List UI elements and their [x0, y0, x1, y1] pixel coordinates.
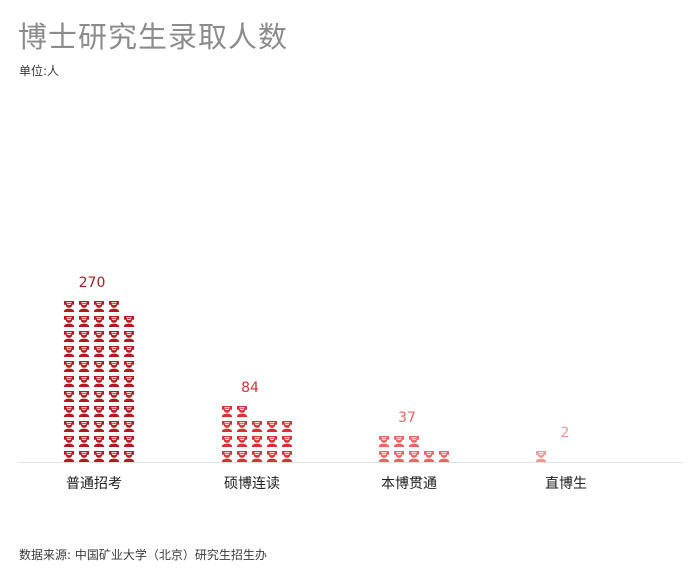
student-icon	[63, 450, 75, 462]
student-icon	[93, 390, 105, 402]
student-icon	[123, 435, 135, 447]
student-icon	[378, 435, 390, 447]
student-icon	[108, 450, 120, 462]
unit-label: 单位:人	[19, 64, 60, 78]
student-icon	[78, 420, 90, 432]
student-icon	[423, 450, 435, 462]
student-icon	[93, 300, 105, 312]
student-icon	[108, 300, 120, 312]
student-icon	[63, 315, 75, 327]
student-icon	[123, 315, 135, 327]
student-icon	[108, 360, 120, 372]
student-icon	[108, 315, 120, 327]
student-icon	[93, 450, 105, 462]
student-icon	[393, 450, 405, 462]
student-icon	[78, 345, 90, 357]
student-icon	[78, 405, 90, 417]
student-icon	[108, 420, 120, 432]
student-icon	[221, 420, 233, 432]
student-icon	[123, 345, 135, 357]
student-icon	[63, 420, 75, 432]
student-icon	[236, 450, 248, 462]
student-icon	[78, 375, 90, 387]
student-icon	[236, 405, 248, 417]
student-icon	[123, 450, 135, 462]
student-icon	[78, 330, 90, 342]
student-icon	[93, 405, 105, 417]
student-icon	[78, 300, 90, 312]
student-icon	[63, 345, 75, 357]
student-icon	[93, 330, 105, 342]
student-icon	[93, 345, 105, 357]
student-icon	[281, 450, 293, 462]
value-label: 84	[241, 380, 259, 396]
student-icon	[123, 390, 135, 402]
student-icon	[221, 450, 233, 462]
student-icon	[266, 435, 278, 447]
student-icon	[123, 360, 135, 372]
student-icon	[108, 345, 120, 357]
student-icon	[78, 390, 90, 402]
category-label: 硕博连读	[224, 475, 280, 492]
labels-layer: 270 普通招考 84 硕博连读 37 本博贯通 2 直博生	[66, 275, 587, 492]
student-icon	[123, 330, 135, 342]
student-icon	[236, 435, 248, 447]
student-icon	[108, 330, 120, 342]
student-icon	[63, 360, 75, 372]
value-label: 37	[398, 410, 416, 426]
student-icon	[281, 435, 293, 447]
student-icon	[93, 435, 105, 447]
student-icon	[108, 375, 120, 387]
icons-layer	[63, 300, 547, 462]
student-icon	[63, 405, 75, 417]
student-icon	[251, 450, 263, 462]
student-icon	[108, 405, 120, 417]
student-icon	[78, 360, 90, 372]
student-icon	[266, 450, 278, 462]
student-icon	[123, 375, 135, 387]
student-icon	[438, 450, 450, 462]
value-label: 270	[79, 275, 106, 291]
student-icon	[93, 315, 105, 327]
student-icon	[251, 420, 263, 432]
student-icon	[78, 435, 90, 447]
student-icon	[221, 405, 233, 417]
student-icon	[78, 315, 90, 327]
category-label: 普通招考	[66, 476, 122, 492]
student-icon	[93, 375, 105, 387]
category-label: 本博贯通	[381, 475, 437, 492]
student-icon	[251, 435, 263, 447]
student-icon	[93, 360, 105, 372]
student-icon	[63, 375, 75, 387]
student-icon	[63, 330, 75, 342]
chart-title: 博士研究生录取人数	[18, 20, 289, 54]
student-icon	[123, 405, 135, 417]
student-icon	[63, 435, 75, 447]
student-icon	[408, 435, 420, 447]
value-label: 2	[561, 425, 570, 441]
student-icon	[123, 420, 135, 432]
student-icon	[108, 435, 120, 447]
category-label: 直博生	[545, 475, 587, 492]
student-icon	[63, 390, 75, 402]
student-icon	[393, 435, 405, 447]
student-icon	[408, 450, 420, 462]
data-source-note: 数据来源: 中国矿业大学（北京）研究生招生办	[19, 548, 267, 562]
student-icon	[93, 420, 105, 432]
student-icon	[63, 300, 75, 312]
student-icon	[535, 450, 547, 462]
student-icon	[281, 420, 293, 432]
student-icon	[221, 435, 233, 447]
student-icon	[378, 450, 390, 462]
student-icon	[108, 390, 120, 402]
student-icon	[266, 420, 278, 432]
student-icon	[236, 420, 248, 432]
student-icon	[78, 450, 90, 462]
